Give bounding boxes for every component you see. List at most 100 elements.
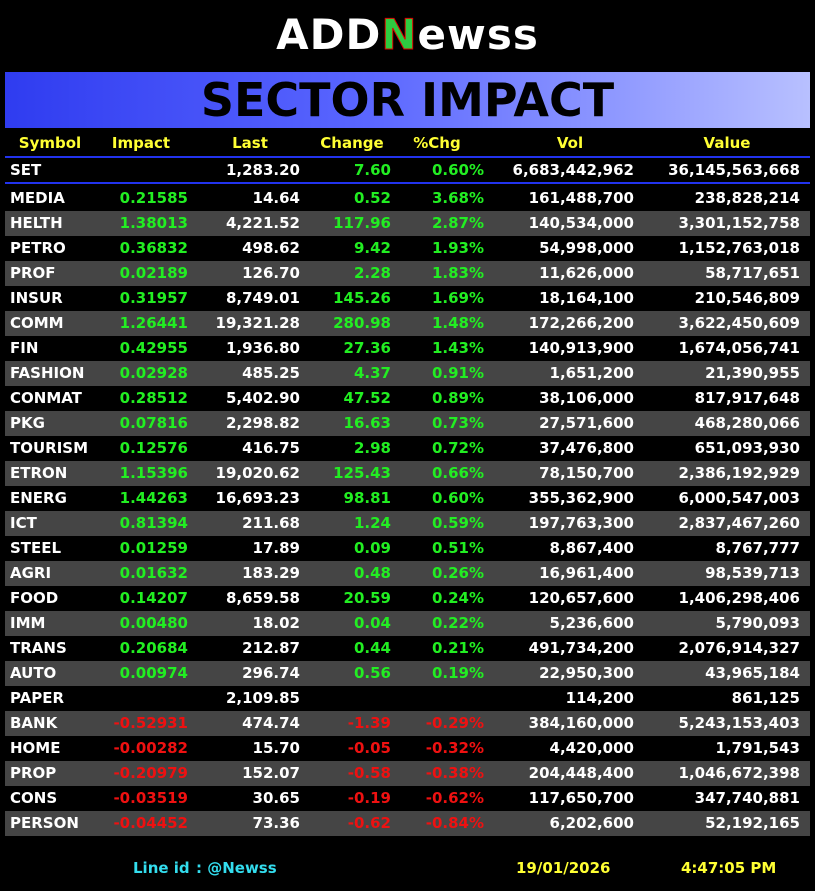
volume-cell: 172,266,200 xyxy=(528,314,634,332)
impact-cell: 0.42955 xyxy=(119,339,188,357)
data-row: ETRON 1.15396 19,020.62 125.43 0.66% 78,150,7… xyxy=(5,461,810,486)
symbol-cell: CONS xyxy=(10,789,58,807)
impact-cell: 1.15396 xyxy=(119,464,188,482)
data-row: CONMAT 0.28512 5,402.90 47.52 0.89% 38,106,00… xyxy=(5,386,810,411)
pct-change-cell: 0.66% xyxy=(431,464,484,482)
symbol-cell: FIN xyxy=(10,339,39,357)
change-cell: 27.36 xyxy=(343,339,391,357)
volume-cell: 6,683,442,962 xyxy=(512,161,634,179)
value-cell: 43,965,184 xyxy=(705,664,800,682)
last-cell: 152.07 xyxy=(242,764,300,782)
change-cell: 0.56 xyxy=(353,664,391,682)
header-cell: %Chg xyxy=(413,134,461,152)
impact-cell: -0.52931 xyxy=(113,714,188,732)
symbol-cell: HELTH xyxy=(10,214,63,232)
separator xyxy=(5,182,810,184)
volume-cell: 37,476,800 xyxy=(539,439,634,457)
impact-cell: 0.02189 xyxy=(119,264,188,282)
value-cell: 2,837,467,260 xyxy=(678,514,800,532)
data-row: STEEL 0.01259 17.89 0.09 0.51% 8,867,400 8,767… xyxy=(5,536,810,561)
last-cell: 183.29 xyxy=(242,564,300,582)
symbol-cell: PROF xyxy=(10,264,56,282)
symbol-cell: PETRO xyxy=(10,239,66,257)
data-row: PROF 0.02189 126.70 2.28 1.83% 11,626,000 58,7… xyxy=(5,261,810,286)
symbol-cell: IMM xyxy=(10,614,46,632)
change-cell: -0.62 xyxy=(347,814,391,832)
value-cell: 36,145,563,668 xyxy=(668,161,800,179)
value-cell: 8,767,777 xyxy=(715,539,800,557)
change-cell: 98.81 xyxy=(343,489,391,507)
last-cell: 4,221.52 xyxy=(225,214,300,232)
symbol-cell: ENERG xyxy=(10,489,67,507)
volume-cell: 78,150,700 xyxy=(539,464,634,482)
pct-change-cell: 1.48% xyxy=(431,314,484,332)
last-cell: 15.70 xyxy=(252,739,300,757)
data-row: HELTH 1.38013 4,221.52 117.96 2.87% 140,534,0… xyxy=(5,211,810,236)
pct-change-cell: 0.26% xyxy=(431,564,484,582)
change-cell: 20.59 xyxy=(343,589,391,607)
impact-cell: 0.00974 xyxy=(119,664,188,682)
header-cell: Vol xyxy=(556,134,584,152)
change-cell: -1.39 xyxy=(347,714,391,732)
change-cell: 16.63 xyxy=(343,414,391,432)
last-cell: 18.02 xyxy=(252,614,300,632)
symbol-cell: FOOD xyxy=(10,589,59,607)
volume-cell: 4,420,000 xyxy=(549,739,634,757)
value-cell: 651,093,930 xyxy=(694,439,800,457)
data-row: PROP -0.20979 152.07 -0.58 -0.38% 204,448,400… xyxy=(5,761,810,786)
header-cell: Change xyxy=(320,134,384,152)
last-cell: 8,659.58 xyxy=(225,589,300,607)
pct-change-cell: 1.83% xyxy=(431,264,484,282)
value-cell: 52,192,165 xyxy=(705,814,800,832)
data-row: MEDIA 0.21585 14.64 0.52 3.68% 161,488,700 238… xyxy=(5,186,810,211)
header-cell: Last xyxy=(232,134,268,152)
change-cell: 9.42 xyxy=(353,239,391,257)
data-row: INSUR 0.31957 8,749.01 145.26 1.69% 18,164,10… xyxy=(5,286,810,311)
data-row: CONS -0.03519 30.65 -0.19 -0.62% 117,650,700 3… xyxy=(5,786,810,811)
symbol-cell: ETRON xyxy=(10,464,68,482)
volume-cell: 1,651,200 xyxy=(549,364,634,382)
data-row: PAPER 2,109.85 114,200 861,125 xyxy=(5,686,810,711)
volume-cell: 114,200 xyxy=(565,689,634,707)
pct-change-cell: -0.32% xyxy=(425,739,484,757)
value-cell: 1,674,056,741 xyxy=(678,339,800,357)
change-cell: 0.09 xyxy=(353,539,391,557)
impact-cell: 0.21585 xyxy=(119,189,188,207)
last-cell: 30.65 xyxy=(252,789,300,807)
separator xyxy=(5,156,810,158)
impact-cell: 0.00480 xyxy=(119,614,188,632)
pct-change-cell: 1.43% xyxy=(431,339,484,357)
volume-cell: 204,448,400 xyxy=(528,764,634,782)
pct-change-cell: -0.62% xyxy=(425,789,484,807)
symbol-cell: TRANS xyxy=(10,639,67,657)
change-cell: 0.44 xyxy=(353,639,391,657)
impact-cell: 0.12576 xyxy=(119,439,188,457)
value-cell: 210,546,809 xyxy=(694,289,800,307)
impact-cell: 0.02928 xyxy=(119,364,188,382)
symbol-cell: HOME xyxy=(10,739,61,757)
change-cell: -0.19 xyxy=(347,789,391,807)
value-cell: 21,390,955 xyxy=(705,364,800,382)
pct-change-cell: 0.60% xyxy=(431,161,484,179)
value-cell: 1,791,543 xyxy=(715,739,800,757)
symbol-cell: TOURISM xyxy=(10,439,89,457)
change-cell: 117.96 xyxy=(333,214,391,232)
data-row: COMM 1.26441 19,321.28 280.98 1.48% 172,266,2… xyxy=(5,311,810,336)
volume-cell: 117,650,700 xyxy=(528,789,634,807)
data-row: ICT 0.81394 211.68 1.24 0.59% 197,763,300 2,83… xyxy=(5,511,810,536)
data-row: ENERG 1.44263 16,693.23 98.81 0.60% 355,362,9… xyxy=(5,486,810,511)
symbol-cell: INSUR xyxy=(10,289,63,307)
data-row: FIN 0.42955 1,936.80 27.36 1.43% 140,913,900 1… xyxy=(5,336,810,361)
pct-change-cell: -0.38% xyxy=(425,764,484,782)
last-cell: 19,020.62 xyxy=(215,464,300,482)
last-cell: 498.62 xyxy=(242,239,300,257)
volume-cell: 140,913,900 xyxy=(528,339,634,357)
pct-change-cell: 0.60% xyxy=(431,489,484,507)
symbol-cell: AGRI xyxy=(10,564,52,582)
header-cell: Value xyxy=(703,134,751,152)
last-cell: 474.74 xyxy=(242,714,300,732)
logo-text: ewss xyxy=(417,10,539,59)
pct-change-cell: 0.59% xyxy=(431,514,484,532)
impact-cell: 0.01259 xyxy=(119,539,188,557)
